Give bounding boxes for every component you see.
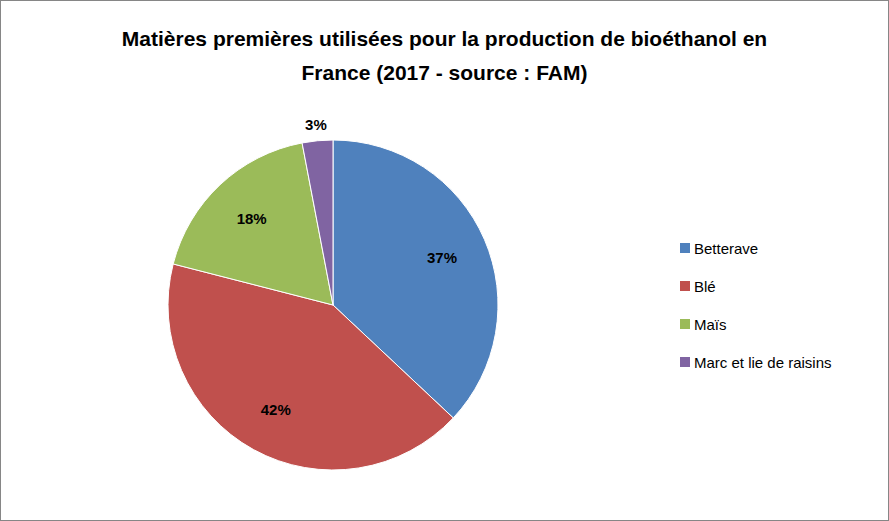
- legend-item: Marc et lie de raisins: [680, 354, 832, 371]
- data-label: 37%: [427, 249, 457, 266]
- legend-label: Betterave: [694, 240, 758, 257]
- legend-swatch: [680, 281, 690, 291]
- chart: Matières premières utilisées pour la pro…: [0, 0, 889, 521]
- pie: [168, 140, 498, 470]
- legend-item: Betterave: [680, 240, 758, 257]
- data-label: 42%: [261, 401, 291, 418]
- data-label: 3%: [305, 116, 327, 133]
- chart-frame: [1, 1, 889, 521]
- data-labels: 37% 42% 18% 3%: [237, 116, 457, 417]
- legend-label: Blé: [694, 278, 716, 295]
- legend-item: Maïs: [680, 316, 727, 333]
- legend-label: Marc et lie de raisins: [694, 354, 832, 371]
- legend-swatch: [680, 243, 690, 253]
- legend: Betterave Blé Maïs Marc et lie de raisins: [680, 240, 832, 371]
- legend-swatch: [680, 319, 690, 329]
- data-label: 18%: [237, 210, 267, 227]
- legend-swatch: [680, 357, 690, 367]
- chart-title: Matières premières utilisées pour la pro…: [122, 27, 767, 84]
- legend-label: Maïs: [694, 316, 727, 333]
- pie-slice: [302, 140, 333, 305]
- legend-item: Blé: [680, 278, 716, 295]
